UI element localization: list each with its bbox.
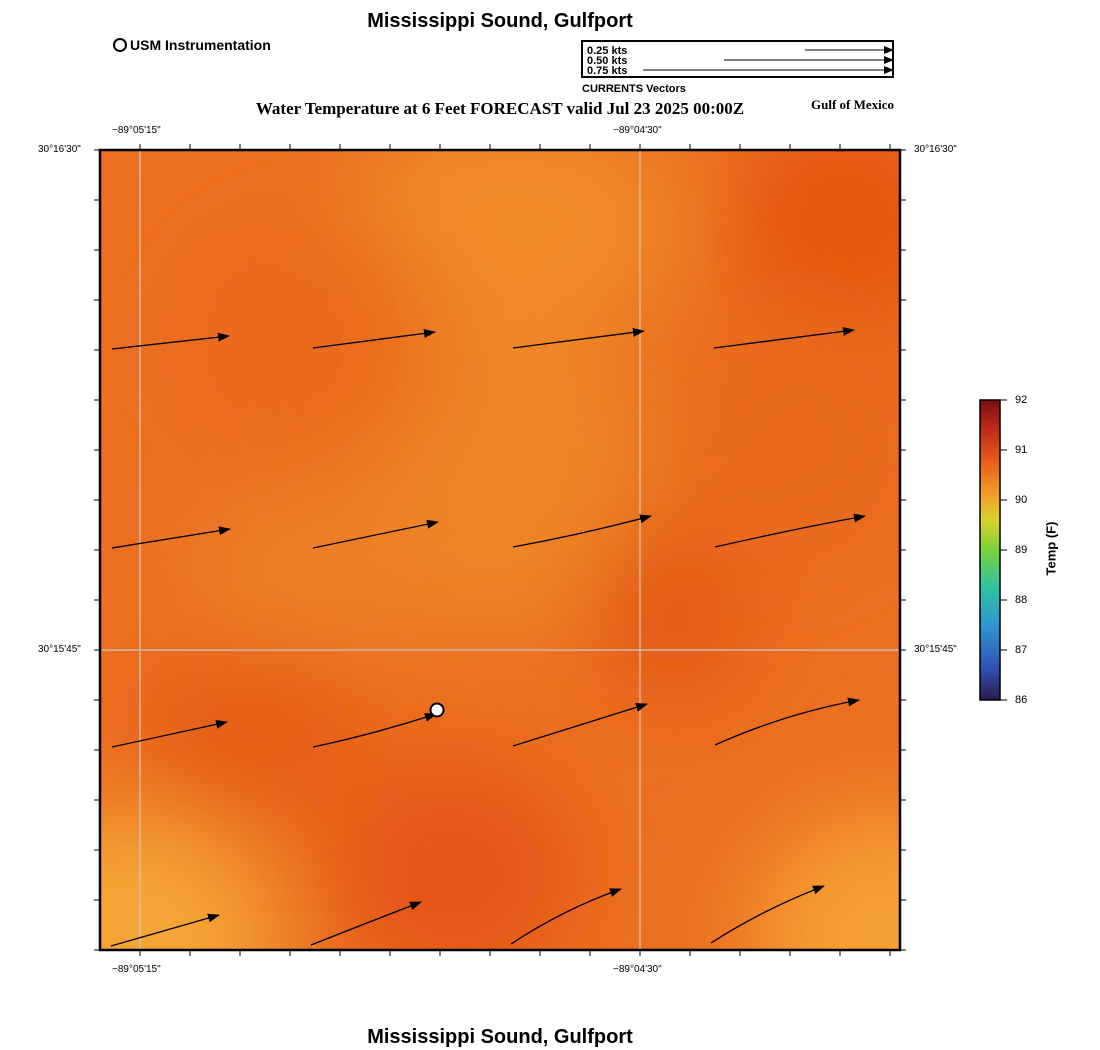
current-vector [111,719,228,748]
usm-station-marker-icon [429,702,445,718]
lat-label-right-2: 30°15'45" [914,644,957,655]
current-vector [110,913,220,947]
colorbar-tick-label: 90 [1015,494,1028,506]
region-label: Gulf of Mexico [811,97,895,112]
vector-legend-title: CURRENTS Vectors [582,83,686,95]
colorbar-tick-label: 92 [1015,394,1028,406]
vector-legend-entry-1: 0.25 kts [587,45,628,57]
current-vector [710,885,825,944]
current-vector [512,327,645,349]
map-subtitle: Water Temperature at 6 Feet FORECAST val… [255,99,745,118]
current-vector [111,332,230,350]
usm-label: USM Instrumentation [130,37,271,53]
colorbar-tick-label: 86 [1015,694,1028,706]
current-vector [510,888,622,945]
lon-label-bottom-1: −89°05'15" [112,964,161,975]
current-vector [512,514,652,548]
lat-label-right-1: 30°16'30" [914,144,957,155]
current-vector [713,326,855,349]
current-vector [312,328,436,349]
colorbar-gradient [979,399,1001,701]
colorbar-title: Temp (F) [1043,521,1059,576]
current-vector [312,519,439,549]
current-vector [714,697,860,746]
colorbar-tick-label: 91 [1015,444,1028,456]
usm-legend-item: USM Instrumentation [113,37,271,53]
current-vector [111,526,231,549]
temperature-field [100,150,900,950]
colorbar-tick-label: 88 [1015,594,1028,606]
lon-label-bottom-2: −89°04'30" [613,964,662,975]
colorbar-ticks [1000,399,1007,701]
current-vector [310,901,422,946]
colorbar-tick-label: 89 [1015,544,1028,556]
vector-legend-entry-3: 0.75 kts [587,65,628,77]
map-ticks [94,144,906,956]
colorbar [979,399,1007,701]
map-panel [94,144,906,956]
current-vector [512,703,648,747]
colorbar-tick-label: 87 [1015,644,1028,656]
vector-legend-entry-2: 0.50 kts [587,55,628,67]
vector-legend-arrows [643,46,892,74]
station-circle-icon [113,38,127,52]
current-vector [714,513,866,548]
current-vector [312,713,437,748]
lat-label-left-2: 30°15'45" [38,644,81,655]
lon-label-top-1: −89°05'15" [112,125,161,136]
lat-label-left-1: 30°16'30" [38,144,81,155]
current-vectors [110,326,866,947]
page-title: Mississippi Sound, Gulfport [367,10,633,32]
footer-title: Mississippi Sound, Gulfport [367,1026,633,1048]
lon-label-top-2: −89°04'30" [613,125,662,136]
vector-legend: 0.25 kts 0.50 kts 0.75 kts [581,40,894,78]
